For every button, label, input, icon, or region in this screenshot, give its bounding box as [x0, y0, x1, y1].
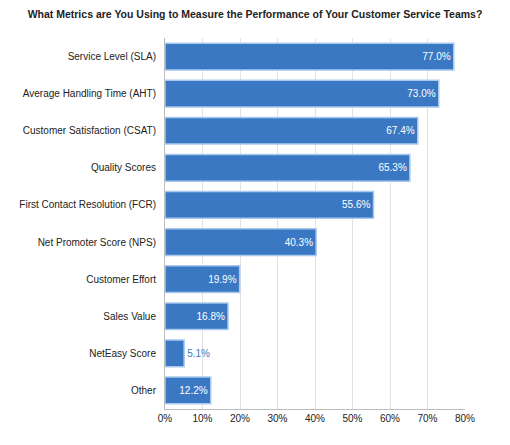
svg-text:65.3%: 65.3% — [378, 162, 406, 173]
svg-text:First Contact Resolution (FCR): First Contact Resolution (FCR) — [19, 199, 156, 210]
svg-text:0%: 0% — [158, 413, 173, 424]
svg-text:12.2%: 12.2% — [179, 385, 207, 396]
svg-text:16.8%: 16.8% — [197, 311, 225, 322]
svg-text:40%: 40% — [305, 413, 325, 424]
svg-text:60%: 60% — [380, 413, 400, 424]
svg-text:50%: 50% — [342, 413, 362, 424]
svg-text:40.3%: 40.3% — [285, 237, 313, 248]
svg-text:20%: 20% — [230, 413, 250, 424]
svg-text:NetEasy Score: NetEasy Score — [89, 348, 156, 359]
svg-text:73.0%: 73.0% — [407, 88, 435, 99]
svg-text:19.9%: 19.9% — [208, 274, 236, 285]
svg-text:Other: Other — [131, 385, 157, 396]
svg-text:10%: 10% — [192, 413, 212, 424]
svg-text:Customer Effort: Customer Effort — [86, 274, 156, 285]
svg-text:Quality Scores: Quality Scores — [91, 162, 156, 173]
svg-text:Sales Value: Sales Value — [103, 311, 156, 322]
svg-text:80%: 80% — [455, 413, 475, 424]
svg-text:Net Promoter Score (NPS): Net Promoter Score (NPS) — [38, 237, 156, 248]
svg-text:5.1%: 5.1% — [187, 348, 210, 359]
svg-text:Average Handling Time (AHT): Average Handling Time (AHT) — [23, 88, 156, 99]
svg-text:30%: 30% — [267, 413, 287, 424]
svg-text:What Metrics are You Using to: What Metrics are You Using to Measure th… — [28, 8, 483, 20]
svg-text:67.4%: 67.4% — [386, 125, 414, 136]
svg-text:70%: 70% — [417, 413, 437, 424]
svg-text:Service Level (SLA): Service Level (SLA) — [68, 51, 156, 62]
svg-text:77.0%: 77.0% — [422, 51, 450, 62]
svg-text:55.6%: 55.6% — [342, 199, 370, 210]
svg-text:Customer Satisfaction (CSAT): Customer Satisfaction (CSAT) — [23, 125, 156, 136]
